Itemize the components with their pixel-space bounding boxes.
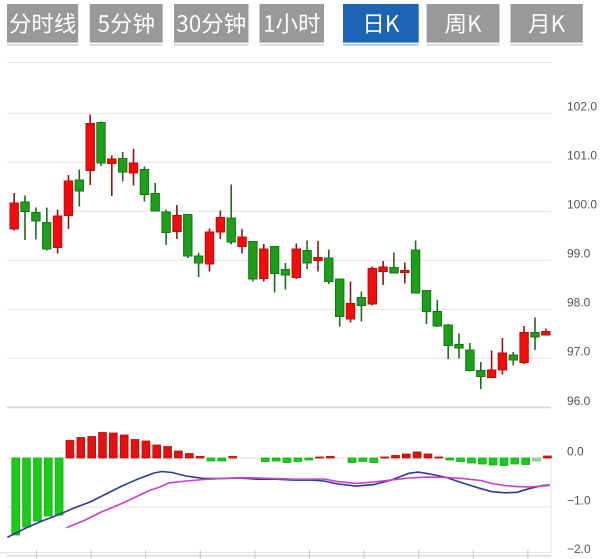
svg-text:0.0: 0.0 [567,444,584,458]
svg-text:101.0: 101.0 [567,149,597,163]
svg-text:98.0: 98.0 [567,296,591,310]
svg-text:102.0: 102.0 [567,100,597,114]
svg-text:−2.0: −2.0 [567,542,591,556]
svg-text:96.0: 96.0 [567,394,591,408]
svg-text:100.0: 100.0 [567,198,597,212]
svg-text:99.0: 99.0 [567,247,591,261]
svg-text:97.0: 97.0 [567,345,591,359]
svg-text:−1.0: −1.0 [567,493,591,507]
